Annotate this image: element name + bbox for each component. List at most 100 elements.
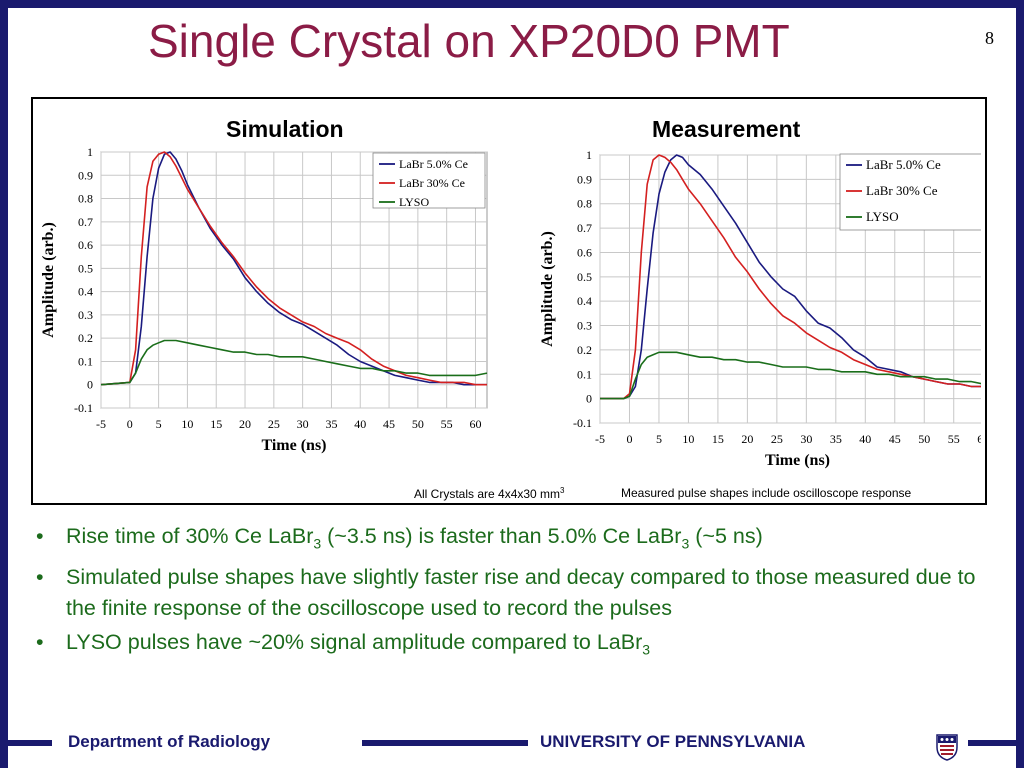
x-tick-label: 45 bbox=[889, 432, 901, 446]
caption-crystal-size: All Crystals are 4x4x30 mm3 bbox=[414, 486, 565, 501]
y-tick-label: 0.3 bbox=[577, 319, 592, 333]
y-tick-label: 0 bbox=[87, 378, 93, 392]
x-tick-label: 25 bbox=[771, 432, 783, 446]
bullet-text: LYSO pulses have ~20% signal amplitude c… bbox=[66, 630, 643, 655]
x-tick-label: -5 bbox=[96, 417, 106, 431]
simulation-chart: -0.1 0 0.1 0.2 0.3 0.4 0.5 0.6 0.7 0.8 0.9 1 -5 0 5 10 1… bbox=[40, 145, 488, 454]
x-tick-label: 0 bbox=[127, 417, 133, 431]
y-tick-label: 0 bbox=[586, 392, 592, 406]
x-tick-label: 40 bbox=[859, 432, 871, 446]
y-tick-label: 0.7 bbox=[577, 221, 592, 235]
series-line-1 bbox=[100, 151, 487, 386]
bullet-subscript: 3 bbox=[681, 535, 690, 552]
series-line-0 bbox=[100, 151, 487, 386]
x-tick-label: 10 bbox=[181, 417, 193, 431]
x-tick-label: 20 bbox=[239, 417, 251, 431]
y-tick-label: 1 bbox=[87, 145, 93, 159]
y-tick-label: -0.1 bbox=[573, 416, 592, 430]
y-tick-label: 0.5 bbox=[78, 261, 93, 275]
x-axis-label: Time (ns) bbox=[765, 452, 830, 469]
y-tick-label: 0.1 bbox=[577, 367, 592, 381]
footer-bar-left bbox=[0, 740, 52, 746]
chart-title-simulation: Simulation bbox=[226, 116, 344, 142]
x-tick-label: 20 bbox=[741, 432, 753, 446]
footer: Department of Radiology UNIVERSITY OF PE… bbox=[0, 728, 1024, 768]
x-tick-label: 15 bbox=[712, 432, 724, 446]
bullet-list: • Rise time of 30% Ce LaBr3 (~3.5 ns) is… bbox=[36, 521, 1006, 669]
measurement-chart: -0.1 0 0.1 0.2 0.3 0.4 0.5 0.6 0.7 0.8 0.9 1 -5 0 5 10 1… bbox=[539, 148, 981, 469]
x-tick-label: 15 bbox=[210, 417, 222, 431]
bullet-text: (~5 ns) bbox=[689, 524, 763, 548]
x-tick-label: 60 bbox=[469, 417, 481, 431]
bullet-subscript: 3 bbox=[313, 535, 322, 552]
caption-crystal-size-text: All Crystals are 4x4x30 mm bbox=[414, 487, 561, 501]
x-tick-label: 5 bbox=[656, 432, 662, 446]
bullet-item: • LYSO pulses have ~20% signal amplitude… bbox=[36, 627, 1006, 665]
y-tick-label: 1 bbox=[586, 148, 592, 162]
bullet-item: • Rise time of 30% Ce LaBr3 (~3.5 ns) is… bbox=[36, 521, 1006, 559]
bullet-dot: • bbox=[36, 524, 44, 548]
y-tick-label: 0.3 bbox=[78, 308, 93, 322]
x-tick-label: 60 bbox=[977, 432, 981, 446]
penn-shield-icon bbox=[936, 734, 958, 761]
x-tick-label: 30 bbox=[297, 417, 309, 431]
y-tick-label: 0.4 bbox=[78, 285, 93, 299]
footer-department: Department of Radiology bbox=[68, 732, 271, 751]
y-tick-label: 0.4 bbox=[577, 294, 592, 308]
y-tick-label: 0.2 bbox=[577, 343, 592, 357]
y-tick-label: 0.1 bbox=[78, 354, 93, 368]
y-tick-label: 0.6 bbox=[78, 238, 93, 252]
x-tick-label: 30 bbox=[800, 432, 812, 446]
caption-crystal-size-sup: 3 bbox=[560, 486, 565, 495]
bullet-dot: • bbox=[36, 630, 44, 655]
page-number: 8 bbox=[985, 28, 994, 48]
y-tick-label: 0.5 bbox=[577, 270, 592, 284]
footer-university: UNIVERSITY OF PENNSYLVANIA bbox=[540, 732, 806, 751]
bullet-text: Simulated pulse shapes have slightly fas… bbox=[66, 565, 976, 621]
footer-bar-middle bbox=[362, 740, 528, 746]
x-tick-label: 45 bbox=[383, 417, 395, 431]
footer-bar-right bbox=[968, 740, 1024, 746]
x-tick-label: 5 bbox=[156, 417, 162, 431]
x-tick-label: 50 bbox=[918, 432, 930, 446]
legend-label: LaBr 30% Ce bbox=[866, 183, 938, 198]
y-tick-label: 0.6 bbox=[577, 245, 592, 259]
legend-label: LaBr 5.0% Ce bbox=[866, 157, 941, 172]
y-tick-label: 0.7 bbox=[78, 215, 93, 229]
y-axis-label: Amplitude (arb.) bbox=[539, 231, 556, 347]
legend-label: LaBr 5.0% Ce bbox=[399, 157, 468, 171]
y-tick-label: 0.9 bbox=[78, 168, 93, 182]
x-axis-label: Time (ns) bbox=[261, 437, 326, 454]
bullet-subscript: 3 bbox=[642, 641, 651, 658]
legend-label: LYSO bbox=[866, 209, 899, 224]
legend-box bbox=[372, 152, 486, 209]
caption-oscilloscope: Measured pulse shapes include oscillosco… bbox=[621, 486, 912, 500]
x-tick-label: 55 bbox=[948, 432, 960, 446]
y-tick-label: -0.1 bbox=[74, 401, 93, 415]
x-tick-label: 35 bbox=[830, 432, 842, 446]
legend-label: LYSO bbox=[399, 195, 429, 209]
legend-label: LaBr 30% Ce bbox=[399, 176, 465, 190]
y-tick-label: 0.9 bbox=[577, 172, 592, 186]
x-tick-label: 10 bbox=[682, 432, 694, 446]
y-tick-label: 0.2 bbox=[78, 331, 93, 345]
y-tick-label: 0.8 bbox=[577, 197, 592, 211]
figure-panel: Simulation Measurement -0.1 0 0.1 0.2 0.3 0.4… bbox=[31, 97, 987, 505]
bullet-dot: • bbox=[36, 565, 44, 590]
slide-title: Single Crystal on XP20D0 PMT bbox=[148, 15, 790, 67]
x-tick-label: -5 bbox=[595, 432, 605, 446]
x-tick-label: 50 bbox=[412, 417, 424, 431]
y-axis-label: Amplitude (arb.) bbox=[40, 222, 57, 338]
x-tick-label: 0 bbox=[626, 432, 632, 446]
bullet-item: • Simulated pulse shapes have slightly f… bbox=[36, 562, 1006, 624]
bullet-text: Rise time of 30% Ce LaBr bbox=[66, 524, 314, 548]
y-tick-label: 0.8 bbox=[78, 192, 93, 206]
legend-box bbox=[839, 153, 981, 231]
chart-title-measurement: Measurement bbox=[652, 116, 801, 142]
x-tick-label: 55 bbox=[441, 417, 453, 431]
x-tick-label: 40 bbox=[354, 417, 366, 431]
series-line-2 bbox=[100, 339, 488, 386]
bullet-text: (~3.5 ns) is faster than 5.0% Ce LaBr bbox=[321, 524, 682, 548]
x-tick-label: 35 bbox=[325, 417, 337, 431]
